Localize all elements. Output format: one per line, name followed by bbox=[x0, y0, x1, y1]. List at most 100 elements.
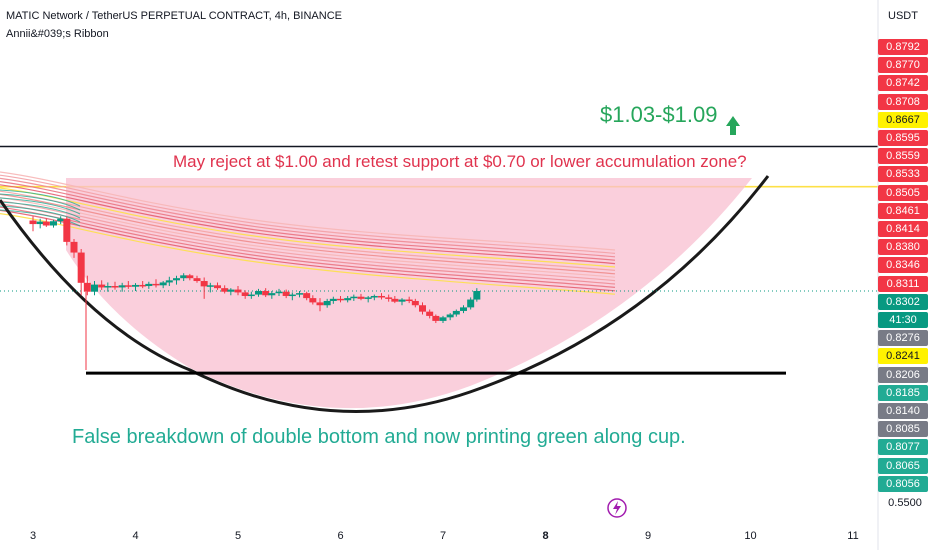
candle bbox=[104, 286, 112, 288]
candle bbox=[255, 291, 262, 295]
candle bbox=[77, 252, 85, 283]
candle bbox=[200, 281, 208, 287]
candle bbox=[329, 298, 337, 301]
candle bbox=[439, 317, 447, 321]
price-tag: 0.8595 bbox=[878, 130, 928, 146]
candle bbox=[411, 300, 419, 306]
price-tag: 0.8380 bbox=[878, 239, 928, 256]
currency-label[interactable]: USDT bbox=[888, 10, 918, 22]
price-tag: 0.8461 bbox=[878, 202, 928, 219]
price-tag: 0.8276 bbox=[878, 330, 928, 347]
candle bbox=[63, 218, 71, 242]
price-tag: 0.8742 bbox=[878, 75, 928, 92]
candle bbox=[296, 293, 303, 295]
candle bbox=[57, 218, 65, 222]
candle bbox=[36, 221, 44, 225]
price-tag: 0.8241 bbox=[878, 348, 928, 365]
candle bbox=[288, 294, 296, 297]
ribbon-band bbox=[0, 181, 616, 261]
x-tick-label: 3 bbox=[29, 530, 37, 542]
price-tag: 0.8533 bbox=[878, 166, 928, 183]
ribbon-band-green bbox=[0, 201, 81, 219]
candle bbox=[193, 278, 201, 282]
lightning-icon-bolt bbox=[613, 501, 621, 515]
candle bbox=[124, 285, 132, 287]
candle bbox=[50, 221, 57, 226]
up-arrow-icon bbox=[726, 116, 740, 135]
price-tag: 0.8667 bbox=[878, 111, 928, 128]
x-tick-label: 11 bbox=[847, 530, 859, 542]
price-tag: 0.8206 bbox=[878, 366, 928, 383]
candle bbox=[111, 286, 119, 288]
candle bbox=[275, 291, 283, 294]
price-tag: 0.8140 bbox=[878, 403, 928, 419]
candle bbox=[152, 283, 160, 286]
x-tick-label: 6 bbox=[337, 530, 344, 542]
candle bbox=[391, 298, 399, 302]
candle bbox=[42, 221, 50, 226]
candle bbox=[282, 291, 290, 296]
candle bbox=[180, 275, 188, 279]
candle bbox=[316, 302, 324, 306]
price-tag: 0.8085 bbox=[878, 421, 928, 438]
ribbon-band bbox=[0, 190, 616, 271]
candle bbox=[139, 284, 147, 287]
candle bbox=[241, 292, 249, 296]
candle bbox=[29, 220, 37, 225]
candle bbox=[398, 299, 406, 302]
candle bbox=[350, 296, 358, 299]
price-tag: 0.8770 bbox=[878, 57, 928, 74]
candle bbox=[432, 315, 440, 321]
candle bbox=[446, 314, 454, 318]
ribbon-band-green bbox=[0, 205, 81, 223]
ribbon-band-green bbox=[0, 189, 81, 207]
candle bbox=[419, 305, 426, 312]
candle bbox=[247, 294, 255, 297]
question-annotation: May reject at $1.00 and retest support a… bbox=[173, 152, 747, 171]
price-label-plain: 0.5500 bbox=[888, 497, 922, 509]
candle bbox=[323, 300, 331, 306]
candle bbox=[378, 295, 385, 298]
x-tick-label: 7 bbox=[439, 530, 447, 542]
candle bbox=[221, 288, 229, 292]
candle bbox=[83, 282, 91, 292]
candle bbox=[426, 311, 434, 316]
x-tick-label: 8 bbox=[542, 530, 549, 542]
x-tick-label: 5 bbox=[234, 530, 242, 542]
ribbon-band bbox=[0, 197, 616, 278]
indicator-label[interactable]: Annii&#039;s Ribbon bbox=[6, 28, 109, 40]
candle bbox=[173, 278, 180, 281]
candle bbox=[118, 285, 126, 288]
ribbon-band bbox=[0, 184, 616, 265]
cup-fill bbox=[66, 178, 752, 409]
ribbon-band bbox=[0, 171, 616, 251]
candle bbox=[145, 283, 153, 287]
candle bbox=[467, 299, 475, 308]
ribbon-band bbox=[0, 200, 616, 282]
candle bbox=[206, 285, 214, 287]
candle bbox=[364, 297, 372, 299]
candle bbox=[309, 298, 317, 303]
candle bbox=[473, 291, 481, 300]
candle bbox=[165, 280, 173, 283]
candle bbox=[405, 299, 413, 302]
candle bbox=[357, 296, 365, 299]
candle bbox=[214, 285, 221, 289]
price-tag: 41:30 bbox=[878, 312, 928, 328]
price-tag: 0.8185 bbox=[878, 384, 928, 401]
candle bbox=[370, 295, 378, 298]
price-tag: 0.8065 bbox=[878, 457, 928, 474]
candle bbox=[385, 297, 393, 299]
candle bbox=[186, 275, 194, 279]
candle bbox=[303, 293, 311, 299]
cup-curve bbox=[0, 175, 770, 413]
candle bbox=[262, 291, 270, 296]
candle bbox=[460, 307, 467, 311]
price-tag: 0.8077 bbox=[878, 439, 928, 456]
ribbon-band bbox=[0, 193, 616, 275]
price-tag: 0.8505 bbox=[878, 184, 928, 201]
candle bbox=[227, 289, 235, 292]
candle bbox=[234, 289, 242, 293]
price-tag: 0.8559 bbox=[878, 148, 928, 165]
